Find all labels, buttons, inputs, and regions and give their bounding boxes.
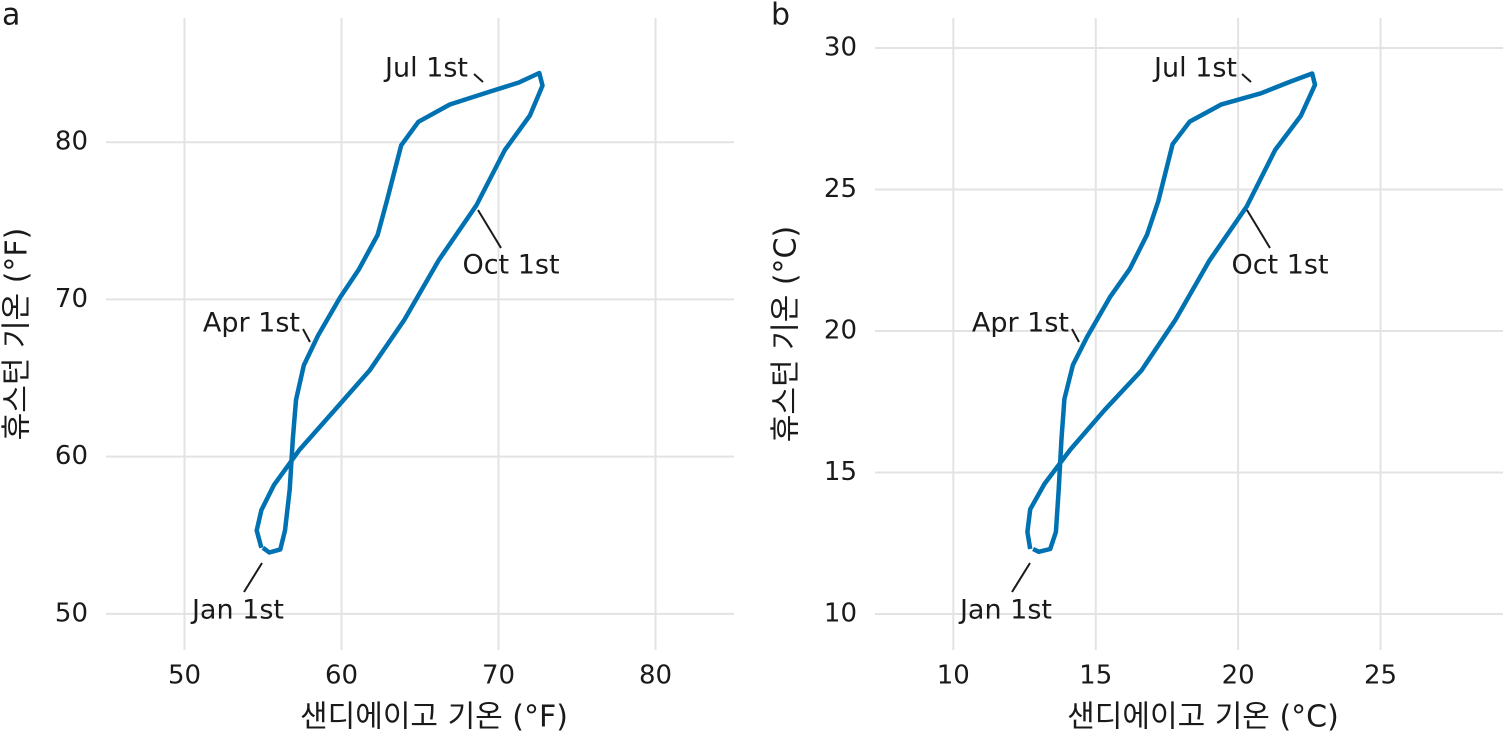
data-line [1025, 71, 1318, 555]
x-tick-label: 60 [325, 661, 358, 691]
y-tick-label: 70 [55, 284, 88, 314]
annotation-leader [243, 562, 263, 593]
annotation: Oct 1st [462, 250, 559, 281]
data-line [254, 70, 545, 555]
y-tick-label: 20 [824, 316, 857, 346]
x-tick-label: 15 [1079, 661, 1112, 691]
annotation: Jul 1st [1152, 53, 1237, 84]
x-axis-label: 샌디에이고 기온 (°F) [300, 700, 568, 735]
panel-label: b [771, 0, 790, 33]
x-tick-label: 50 [168, 661, 201, 691]
x-tick-label: 10 [937, 661, 970, 691]
annotation: Apr 1st [203, 308, 300, 339]
y-tick-label: 50 [55, 598, 88, 628]
annotation-leader [302, 328, 311, 343]
x-tick-label: 70 [482, 661, 515, 691]
annotation: Jan 1st [958, 595, 1052, 626]
y-tick-label: 80 [55, 127, 88, 157]
annotation-leader [1011, 562, 1031, 593]
annotation: Jul 1st [383, 53, 468, 84]
y-tick-label: 30 [824, 33, 857, 63]
y-axis-label: 휴스턴 기온 (°C) [769, 226, 804, 442]
annotation-leader [1071, 328, 1080, 343]
panel-label: a [2, 0, 20, 33]
annotation-leader [477, 209, 502, 249]
y-tick-label: 60 [55, 441, 88, 471]
annotation: Oct 1st [1231, 250, 1328, 281]
y-tick-label: 15 [824, 457, 857, 487]
annotation: Jan 1st [190, 595, 284, 626]
x-tick-label: 80 [639, 661, 672, 691]
annotation-leader [1246, 209, 1271, 249]
x-axis-label: 샌디에이고 기온 (°C) [1067, 700, 1339, 735]
y-tick-label: 10 [824, 599, 857, 629]
x-tick-label: 20 [1222, 661, 1255, 691]
annotation: Apr 1st [972, 308, 1069, 339]
y-axis-label: 휴스턴 기온 (°F) [0, 228, 35, 441]
annotation-leader [473, 73, 484, 83]
y-tick-label: 25 [824, 174, 857, 204]
x-tick-label: 25 [1364, 661, 1397, 691]
annotation-leader [1241, 73, 1252, 83]
